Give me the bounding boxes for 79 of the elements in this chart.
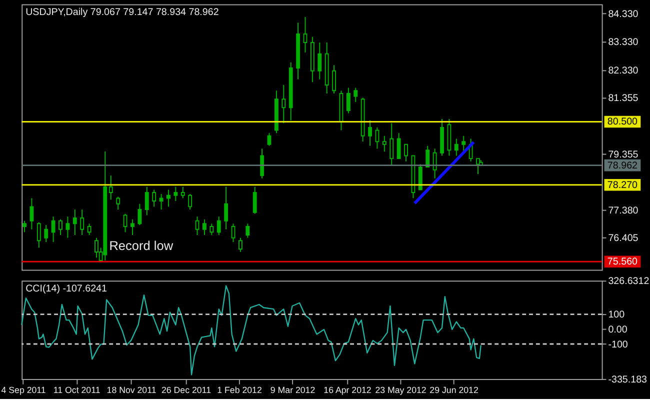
y-tick-label: -335.183 (608, 374, 648, 386)
candlestick (44, 224, 48, 243)
x-tick-label: 18 Nov 2011 (106, 385, 156, 396)
candlestick (166, 189, 170, 208)
candlestick (144, 186, 149, 216)
candlestick (36, 222, 41, 248)
candlestick (87, 223, 92, 236)
candlestick (267, 132, 272, 146)
x-tick-label: 26 Dec 2011 (161, 385, 212, 396)
y-tick-label: 0.00 (608, 324, 628, 336)
candlestick (195, 216, 200, 236)
candlestick (138, 203, 142, 226)
y-tick-label: 83.330 (608, 37, 639, 48)
y-tick-label: 79.355 (608, 150, 639, 161)
candlestick (210, 223, 214, 236)
candlestick (390, 122, 394, 166)
candlestick (51, 216, 56, 243)
candlestick (282, 84, 286, 124)
candlestick (30, 198, 34, 230)
candlestick (108, 175, 113, 200)
candlestick (238, 237, 242, 252)
candlestick (246, 223, 250, 238)
candlestick (66, 216, 70, 238)
y-tick-label: 100 (608, 310, 626, 321)
candlestick (116, 196, 120, 210)
candlestick (180, 186, 185, 199)
candlestick (418, 164, 422, 190)
candlestick (252, 186, 257, 214)
ref-line-label: 75.560 (607, 256, 638, 268)
candlestick (152, 189, 156, 208)
ref-line-label: 80.500 (607, 116, 638, 128)
candlestick (174, 186, 178, 202)
candlestick (202, 218, 206, 236)
candlestick (476, 158, 480, 175)
x-tick-label: 4 Sep 2011 (1, 385, 46, 396)
candlestick (22, 220, 26, 233)
x-tick-label: 23 May 2012 (375, 385, 426, 396)
candlestick (159, 193, 164, 210)
candlestick (72, 209, 77, 236)
x-tick-label: 1 Feb 2012 (217, 385, 262, 396)
candlestick (80, 209, 84, 236)
x-tick-label: 11 Oct 2011 (53, 385, 100, 396)
y-tick-label: 84.330 (608, 8, 639, 20)
x-tick-label: 29 Jun 2012 (430, 385, 478, 396)
y-tick-label: -100 (608, 339, 628, 350)
candlestick (130, 218, 134, 236)
candlestick (354, 87, 358, 102)
y-tick-label: 81.355 (608, 93, 639, 104)
ref-line-label: 78.962 (607, 160, 638, 172)
candlestick (188, 193, 192, 210)
y-tick-label: 82.330 (608, 65, 639, 76)
candlestick (260, 148, 264, 179)
candlestick (462, 135, 466, 152)
x-tick-label: 16 Apr 2012 (324, 385, 372, 396)
candlestick (123, 213, 128, 233)
chart-title: USDJPY,Daily 79.067 79.147 78.934 78.962 (26, 7, 219, 18)
chart-title: CCI(14) -107.6241 (26, 283, 107, 294)
y-tick-label: 326.6312 (608, 276, 650, 288)
candlestick (426, 145, 430, 168)
candlestick (332, 64, 336, 94)
candlestick (58, 218, 62, 236)
candlestick (432, 148, 437, 179)
ref-line-label: 78.270 (607, 180, 638, 191)
x-tick-label: 9 Mar 2012 (270, 385, 316, 396)
candlestick (346, 87, 350, 114)
candlestick (454, 138, 458, 156)
candlestick (224, 186, 228, 230)
candlestick (382, 135, 386, 152)
line-series (21, 285, 482, 376)
candlestick (231, 223, 236, 243)
y-tick-label: 77.380 (608, 206, 639, 217)
candlestick (368, 120, 372, 146)
candlestick (318, 42, 322, 80)
candlestick (216, 216, 221, 236)
candlestick (404, 144, 408, 162)
annotation: Record low (109, 238, 174, 253)
y-tick-label: 76.405 (608, 233, 639, 244)
candlestick (396, 132, 401, 160)
candlestick (303, 16, 308, 53)
